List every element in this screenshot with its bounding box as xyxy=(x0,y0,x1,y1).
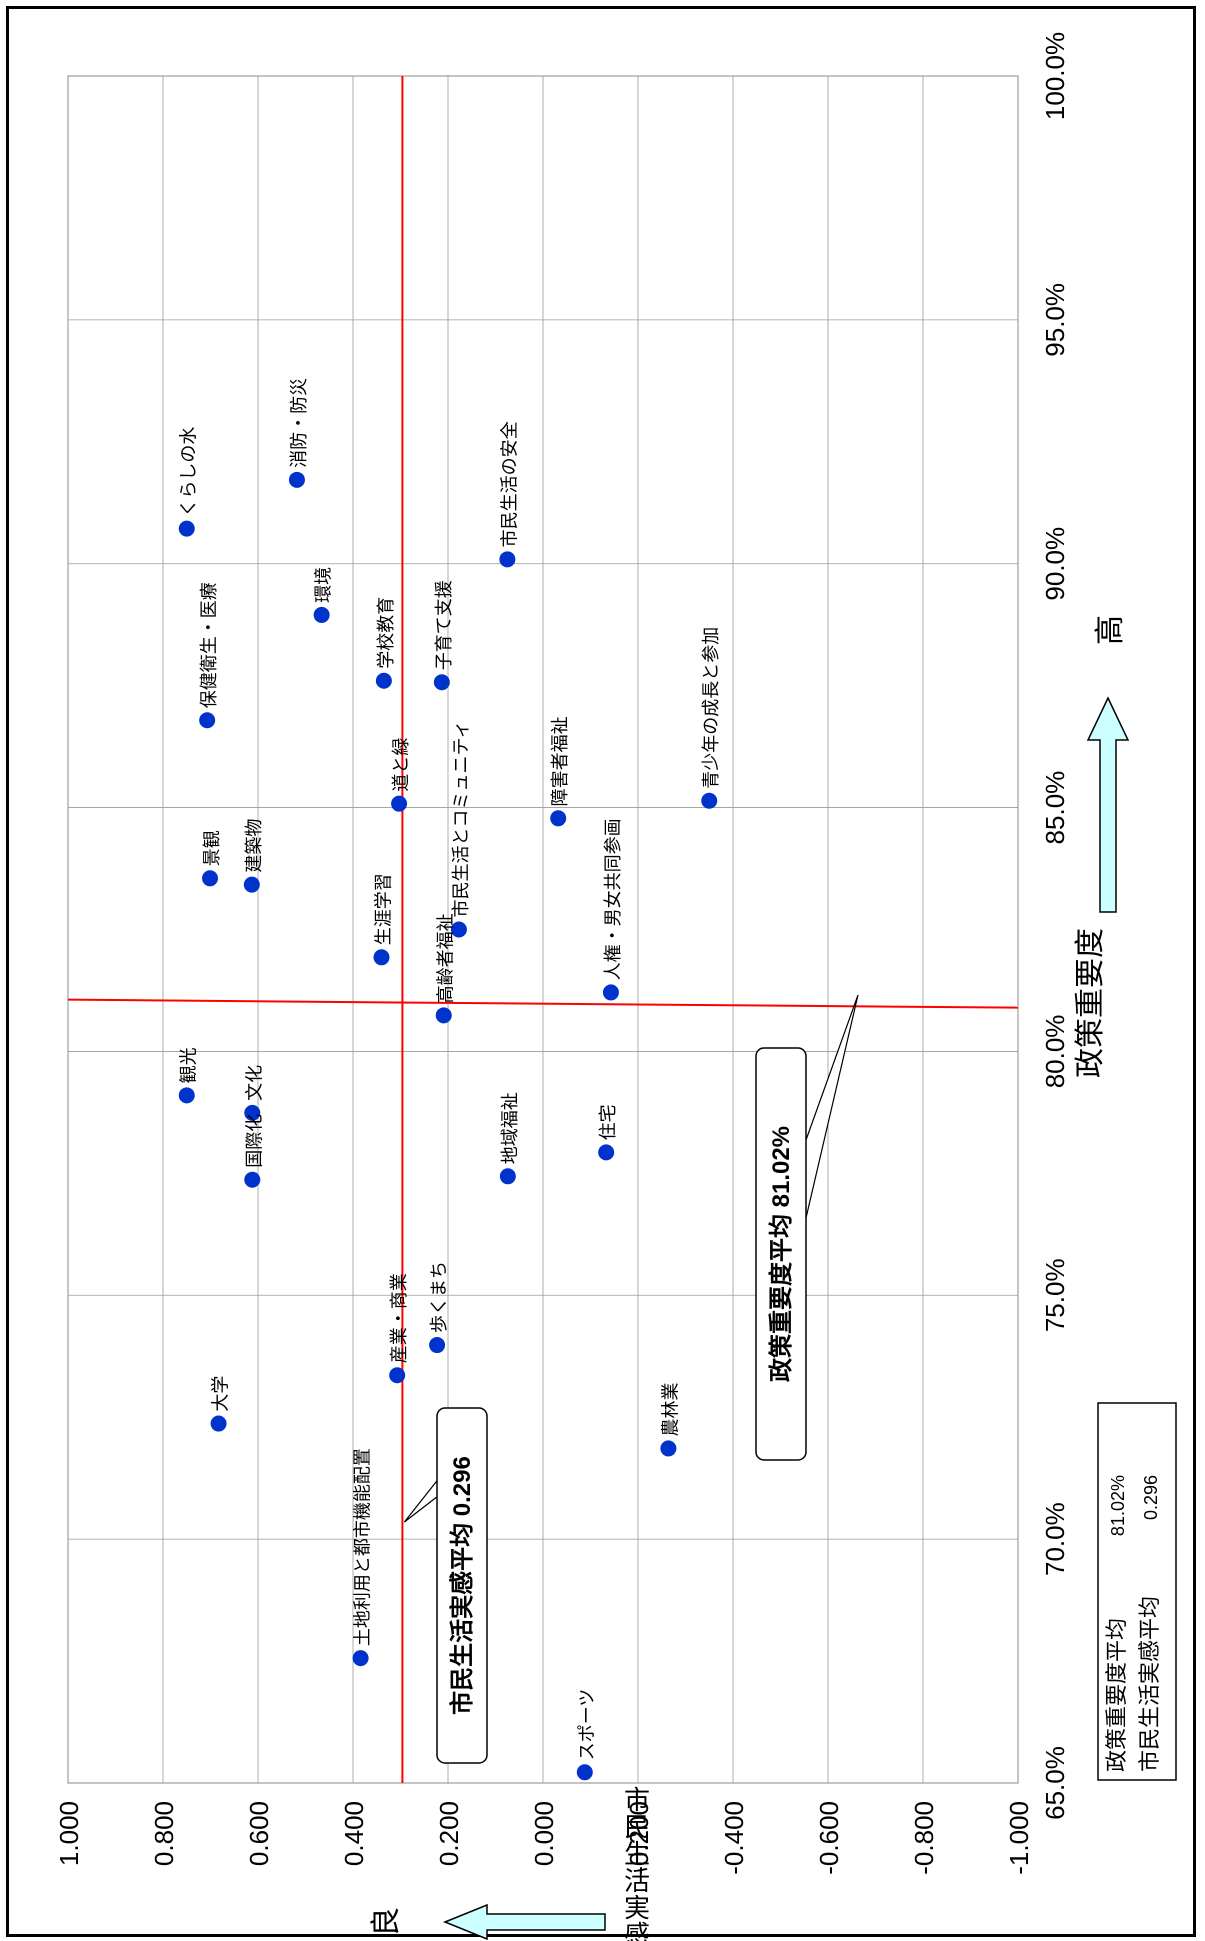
data-point-label: 環境 xyxy=(314,567,334,603)
perception-axis-title-char: 活 xyxy=(624,1866,650,1896)
summary-box xyxy=(1097,1402,1177,1781)
data-point xyxy=(450,921,467,938)
data-point xyxy=(389,1367,406,1384)
data-point xyxy=(550,810,567,827)
perception-axis-title-char: 市 xyxy=(624,1785,650,1815)
importance-up-arrow-icon xyxy=(1086,696,1130,913)
data-point-label: 建築物 xyxy=(244,819,264,873)
summary-box-value: 81.02% xyxy=(1108,1475,1128,1536)
importance-tick-label: 95.0% xyxy=(1040,283,1070,357)
importance-tick-label: 100.0% xyxy=(1040,32,1070,120)
data-point-label: 観光 xyxy=(179,1047,199,1083)
perception-good-label: 良 xyxy=(370,1907,403,1937)
data-point-label: 大学 xyxy=(211,1376,231,1412)
perception-tick-label: 0.400 xyxy=(339,1801,369,1866)
data-point xyxy=(429,1337,446,1354)
importance-average-callout-pointer xyxy=(805,994,859,1219)
perception-tick-label: -0.400 xyxy=(719,1801,749,1875)
data-point xyxy=(660,1440,677,1457)
data-point xyxy=(199,712,216,729)
perception-axis-title-char: 実 xyxy=(624,1893,650,1923)
data-point xyxy=(433,674,450,691)
data-point-label: スポーツ xyxy=(577,1689,597,1761)
perception-average-callout xyxy=(436,1407,488,1764)
data-point-label: 保健衛生・医療 xyxy=(199,582,219,708)
data-point xyxy=(352,1650,369,1667)
perception-tick-label: 1.000 xyxy=(54,1801,84,1866)
data-point xyxy=(243,876,260,893)
importance-tick-label: 90.0% xyxy=(1040,527,1070,601)
perception-tick-label: -0.200 xyxy=(624,1801,654,1875)
data-point-label: 学校教育 xyxy=(376,597,396,669)
importance-axis-title: 政策重要度 xyxy=(1074,928,1107,1078)
data-point-label: 農林業 xyxy=(660,1382,680,1436)
data-point xyxy=(598,1144,615,1161)
importance-average-callout-text: 政策重要度平均 81.02% xyxy=(767,1126,795,1382)
perception-average-callout-text: 市民生活実感平均 0.296 xyxy=(448,1456,476,1715)
data-point xyxy=(602,984,619,1001)
data-point-label: 生涯学習 xyxy=(374,873,394,945)
perception-tick-label: 0.600 xyxy=(244,1801,274,1866)
data-point-label: 市民生活とコミュニティ xyxy=(451,721,471,918)
perception-axis-title-char: 民 xyxy=(624,1812,650,1842)
data-point xyxy=(701,792,718,809)
data-point-label: くらしの水 xyxy=(179,427,199,517)
data-point-label: 住宅 xyxy=(598,1104,618,1140)
data-point xyxy=(313,606,330,623)
data-point-label: 障害者福祉 xyxy=(550,716,570,806)
data-point xyxy=(178,1087,195,1104)
data-point xyxy=(373,949,390,966)
perception-axis-title-char: 感 xyxy=(624,1920,650,1941)
summary-box-value: 0.296 xyxy=(1141,1475,1161,1520)
data-point-label: 土地利用と都市機能配置 xyxy=(353,1448,373,1646)
data-point-label: 歩くまち xyxy=(429,1261,449,1333)
data-point-label: 産業・商業 xyxy=(389,1273,409,1363)
data-point-label: 人権・男女共同参画 xyxy=(603,818,623,980)
data-point-label: 消防・防災 xyxy=(289,378,309,468)
perception-tick-label: -0.800 xyxy=(909,1801,939,1875)
data-point xyxy=(499,1168,516,1185)
perception-tick-label: -0.600 xyxy=(814,1801,844,1875)
perception-tick-label: 0.200 xyxy=(434,1801,464,1866)
importance-high-label: 高 xyxy=(1094,615,1127,645)
data-point-label: 道と緑 xyxy=(391,738,411,792)
data-point xyxy=(576,1764,593,1781)
perception-tick-label: 0.800 xyxy=(149,1801,179,1866)
summary-box-label: 政策重要度平均 xyxy=(1104,1618,1129,1772)
perception-axis-title-char: 生 xyxy=(624,1839,650,1869)
data-point xyxy=(244,1104,261,1121)
perception-tick-label: 0.000 xyxy=(529,1801,559,1866)
importance-tick-label: 85.0% xyxy=(1040,771,1070,845)
data-point xyxy=(391,795,408,812)
data-point xyxy=(499,551,516,568)
data-point xyxy=(202,870,219,887)
data-point xyxy=(375,672,392,689)
importance-tick-label: 70.0% xyxy=(1040,1502,1070,1576)
data-point xyxy=(288,471,305,488)
data-point-label: 国際化 xyxy=(244,1114,264,1168)
perception-tick-label: -1.000 xyxy=(1004,1801,1034,1875)
data-point-label: 景観 xyxy=(202,830,222,866)
summary-box-label: 市民生活実感平均 xyxy=(1137,1596,1162,1772)
perception-left-arrow-icon xyxy=(443,1903,606,1941)
data-point-label: 地域福祉 xyxy=(500,1092,520,1164)
data-point xyxy=(210,1415,227,1432)
data-point-label: 市民生活の安全 xyxy=(499,421,519,547)
data-point-label: 子育て支援 xyxy=(434,580,454,670)
data-point-label: 高齢者福祉 xyxy=(436,913,456,1003)
data-point xyxy=(435,1007,452,1024)
chart-frame xyxy=(6,6,1196,1937)
importance-average-callout xyxy=(755,1047,807,1461)
importance-tick-label: 65.0% xyxy=(1040,1746,1070,1820)
importance-average-line xyxy=(67,998,1019,1009)
importance-tick-label: 80.0% xyxy=(1040,1015,1070,1089)
data-point-label: 文化 xyxy=(244,1065,264,1101)
data-point xyxy=(178,520,195,537)
data-point xyxy=(244,1171,261,1188)
data-point-label: 青少年の成長と参加 xyxy=(701,627,721,789)
importance-tick-label: 75.0% xyxy=(1040,1258,1070,1332)
